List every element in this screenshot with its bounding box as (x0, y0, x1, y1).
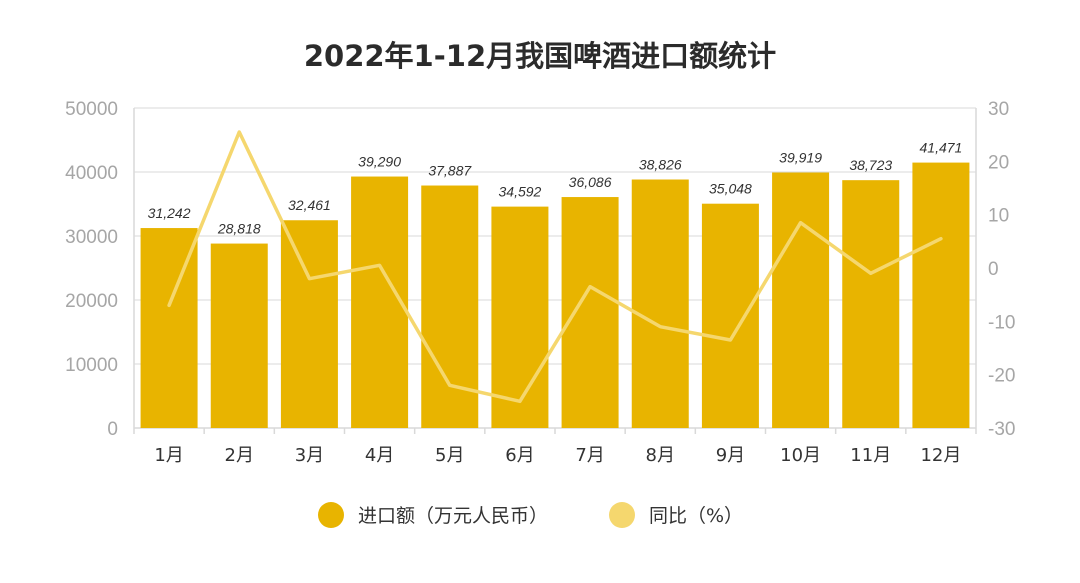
x-tick-label: 8月 (646, 445, 675, 466)
y-left-tick-label: 10000 (65, 355, 118, 376)
legend: 进口额（万元人民币） 同比（%） (318, 502, 743, 528)
y-left-tick-label: 20000 (65, 291, 118, 312)
bar (210, 243, 268, 428)
bar-data-label: 34,592 (499, 184, 542, 200)
bar-data-label: 31,242 (148, 205, 191, 221)
bar-series (140, 162, 970, 428)
bar-data-label: 41,471 (920, 140, 963, 156)
y-right-tick-label: 20 (988, 152, 1009, 173)
legend-marker-bar (318, 502, 344, 528)
legend-label-line: 同比（%） (649, 505, 743, 527)
y-left-tick-label: 50000 (65, 99, 118, 120)
x-tick-label: 1月 (154, 445, 183, 466)
bar (912, 162, 970, 428)
x-tick-label: 5月 (435, 445, 464, 466)
y-right-tick-label: -20 (988, 366, 1015, 387)
legend-label-bar: 进口额（万元人民币） (358, 505, 548, 527)
bar (701, 203, 759, 428)
bar (631, 179, 689, 428)
y-right-tick-label: -30 (988, 419, 1015, 440)
axes (133, 108, 977, 434)
tick-labels: 0 10000 20000 30000 40000 50000 -30 -20 -10 0 10 20… (65, 99, 1015, 466)
y-right-tick-label: 0 (988, 259, 999, 280)
bar (280, 220, 338, 428)
bar (842, 180, 900, 428)
bar-data-label: 39,919 (779, 150, 822, 166)
x-tick-label: 2月 (225, 445, 254, 466)
bar-data-label: 32,461 (288, 197, 331, 213)
x-tick-label: 3月 (295, 445, 324, 466)
bar-data-label: 35,048 (709, 181, 752, 197)
legend-marker-line (609, 502, 635, 528)
bar-data-label: 38,723 (849, 157, 892, 173)
x-tick-label: 12月 (920, 445, 961, 466)
x-tick-label: 10月 (780, 445, 821, 466)
bar-data-label: 39,290 (358, 154, 401, 170)
bar (561, 197, 619, 428)
x-tick-label: 7月 (575, 445, 604, 466)
x-tick-label: 4月 (365, 445, 394, 466)
bar-data-label: 38,826 (639, 157, 682, 173)
y-right-tick-label: 30 (988, 99, 1009, 120)
bar (772, 172, 830, 428)
y-left-tick-label: 40000 (65, 163, 118, 184)
bar (421, 185, 479, 428)
yoy-line (167, 130, 943, 404)
line-series (167, 130, 943, 404)
y-right-tick-label: -10 (988, 312, 1015, 333)
chart-title: 2022年1-12月我国啤酒进口额统计 (304, 39, 776, 73)
x-tick-label: 11月 (850, 445, 891, 466)
y-left-tick-label: 0 (107, 419, 118, 440)
y-left-tick-label: 30000 (65, 227, 118, 248)
bar-data-label: 28,818 (217, 221, 261, 237)
y-right-tick-label: 10 (988, 206, 1009, 227)
bar-data-label: 36,086 (569, 174, 612, 190)
x-tick-label: 9月 (716, 445, 745, 466)
bar (351, 176, 409, 428)
bar-data-label: 37,887 (428, 163, 472, 179)
x-tick-label: 6月 (505, 445, 534, 466)
bar (491, 206, 549, 428)
data-labels: 31,242 28,818 32,461 39,290 37,887 34,592 36,0… (148, 140, 963, 237)
